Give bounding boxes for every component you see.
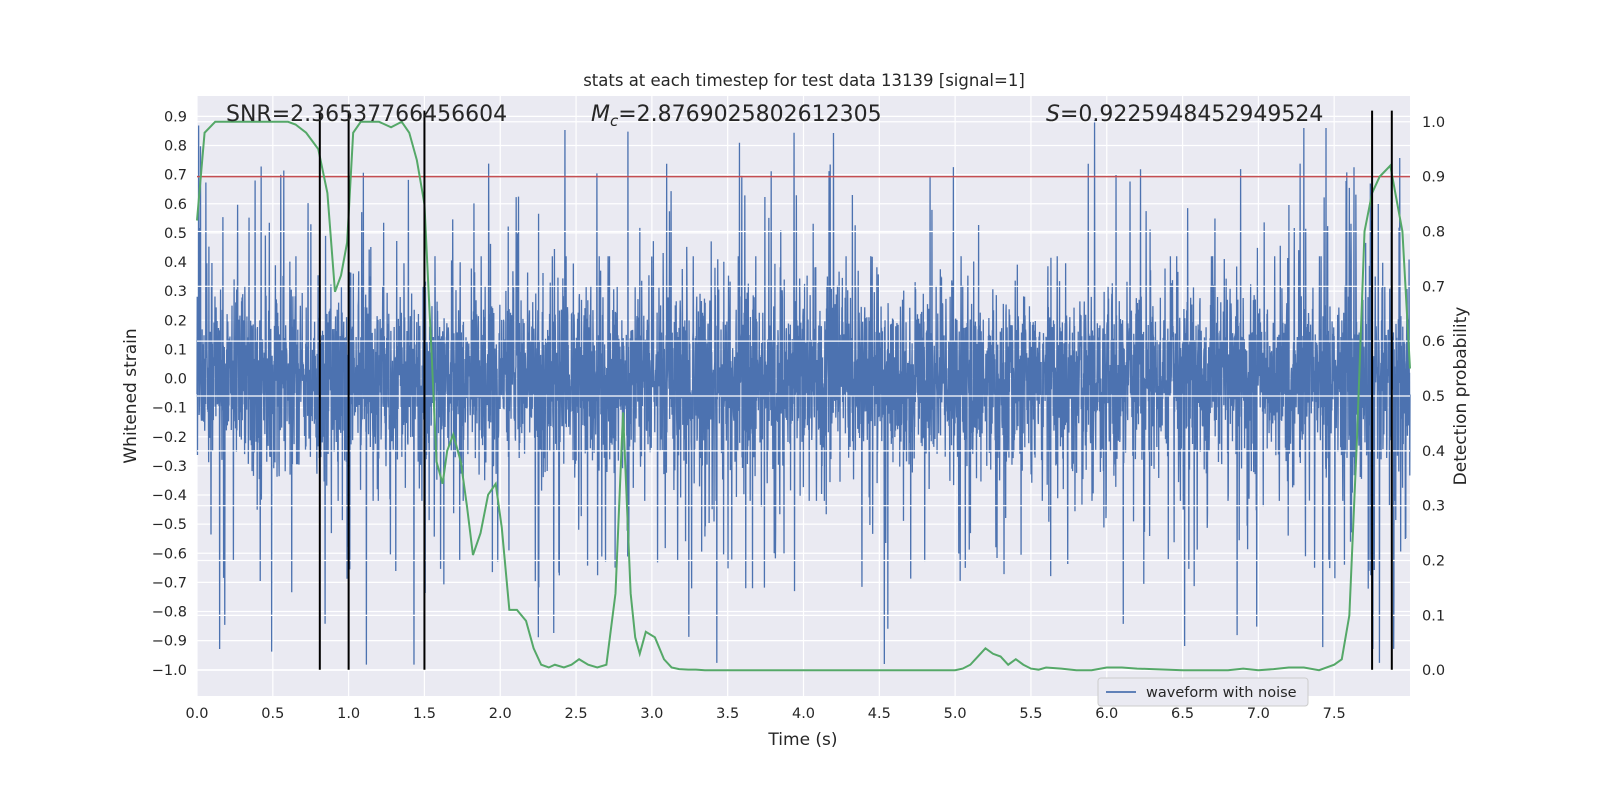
x-tick-label: 4.5 bbox=[868, 706, 891, 722]
x-tick-label: 2.0 bbox=[489, 706, 512, 722]
y-tick-label-right: 0.0 bbox=[1422, 663, 1445, 679]
vertical-markers bbox=[318, 110, 1393, 670]
y-tick-label-left: 0.9 bbox=[164, 109, 187, 125]
y-tick-label-right: 0.1 bbox=[1422, 608, 1445, 624]
y-tick-label-right: 0.2 bbox=[1422, 554, 1445, 570]
y-tick-label-left: 0.2 bbox=[164, 313, 187, 329]
mc-annotation: Mc=2.8769025802612305 bbox=[591, 102, 882, 130]
y-tick-label-left: −0.8 bbox=[152, 605, 187, 621]
y-tick-label-left: 0.6 bbox=[164, 197, 187, 213]
probability-line bbox=[196, 120, 1411, 672]
x-tick-label: 0.5 bbox=[261, 706, 284, 722]
x-tick-label: 5.5 bbox=[1019, 706, 1042, 722]
y-axis-label-right: Detection probability bbox=[1451, 307, 1471, 486]
legend: waveform with noise bbox=[1097, 677, 1309, 707]
waveform-line bbox=[196, 120, 1411, 665]
x-tick-label: 0.0 bbox=[185, 706, 208, 722]
y-tick-label-right: 0.7 bbox=[1422, 279, 1445, 295]
x-tick-label: 2.5 bbox=[565, 706, 588, 722]
x-axis-label: Time (s) bbox=[767, 730, 837, 750]
x-tick-label: 1.0 bbox=[337, 706, 360, 722]
y-tick-label-left: 0.5 bbox=[164, 226, 187, 242]
s-annotation: S=0.9225948452949524 bbox=[1046, 102, 1323, 127]
mc-value: =2.8769025802612305 bbox=[618, 102, 881, 127]
x-tick-label: 7.0 bbox=[1247, 706, 1270, 722]
y-tick-label-left: −0.2 bbox=[152, 430, 187, 446]
probability-series bbox=[196, 120, 1411, 672]
x-tick-label: 6.0 bbox=[1095, 706, 1118, 722]
y-tick-label-left: 0.3 bbox=[164, 284, 187, 300]
y-tick-label-left: −0.5 bbox=[152, 517, 187, 533]
y-tick-label-left: −0.9 bbox=[152, 634, 187, 650]
x-tick-label: 3.5 bbox=[716, 706, 739, 722]
y-tick-label-left: 0.0 bbox=[164, 372, 187, 388]
x-tick-label: 6.5 bbox=[1171, 706, 1194, 722]
ticks: 0.0 0.5 1.0 1.5 2.0 2.5 3.0 3.5 4.0 4.5 5.0 5.5 6.0 6… bbox=[152, 109, 1445, 722]
y-tick-label-right: 0.6 bbox=[1422, 334, 1445, 350]
x-tick-label: 3.0 bbox=[640, 706, 663, 722]
y-tick-label-left: −1.0 bbox=[152, 663, 187, 679]
x-tick-label: 1.5 bbox=[413, 706, 436, 722]
mc-subscript: c bbox=[610, 112, 619, 130]
waveform-series bbox=[196, 120, 1411, 665]
y-tick-label-right: 1.0 bbox=[1422, 115, 1445, 131]
y-tick-label-left: −0.1 bbox=[152, 401, 187, 417]
y-tick-label-right: 0.8 bbox=[1422, 224, 1445, 240]
y-axis-label-left: Whitened strain bbox=[121, 328, 141, 463]
y-tick-label-left: 0.1 bbox=[164, 342, 187, 358]
y-tick-label-right: 0.5 bbox=[1422, 389, 1445, 405]
y-tick-label-left: 0.8 bbox=[164, 139, 187, 155]
y-tick-label-left: −0.7 bbox=[152, 575, 187, 591]
y-tick-label-left: 0.7 bbox=[164, 168, 187, 184]
y-tick-label-right: 0.3 bbox=[1422, 499, 1445, 515]
y-tick-label-right: 0.9 bbox=[1422, 170, 1445, 186]
mc-symbol: M bbox=[591, 102, 610, 127]
x-tick-label: 7.5 bbox=[1323, 706, 1346, 722]
legend-label: waveform with noise bbox=[1146, 685, 1297, 701]
chart-title: stats at each timestep for test data 131… bbox=[583, 71, 1025, 90]
snr-annotation: SNR=2.36537766456604 bbox=[226, 102, 507, 127]
y-tick-label-left: −0.4 bbox=[152, 488, 187, 504]
s-symbol: S bbox=[1046, 102, 1060, 127]
y-tick-label-right: 0.4 bbox=[1422, 444, 1445, 460]
x-tick-label: 5.0 bbox=[944, 706, 967, 722]
y-tick-label-left: 0.4 bbox=[164, 255, 187, 271]
legend-box bbox=[1097, 677, 1309, 707]
y-tick-label-left: −0.3 bbox=[152, 459, 187, 475]
s-value: =0.9225948452949524 bbox=[1060, 102, 1323, 127]
x-tick-label: 4.0 bbox=[792, 706, 815, 722]
y-tick-label-left: −0.6 bbox=[152, 546, 187, 562]
